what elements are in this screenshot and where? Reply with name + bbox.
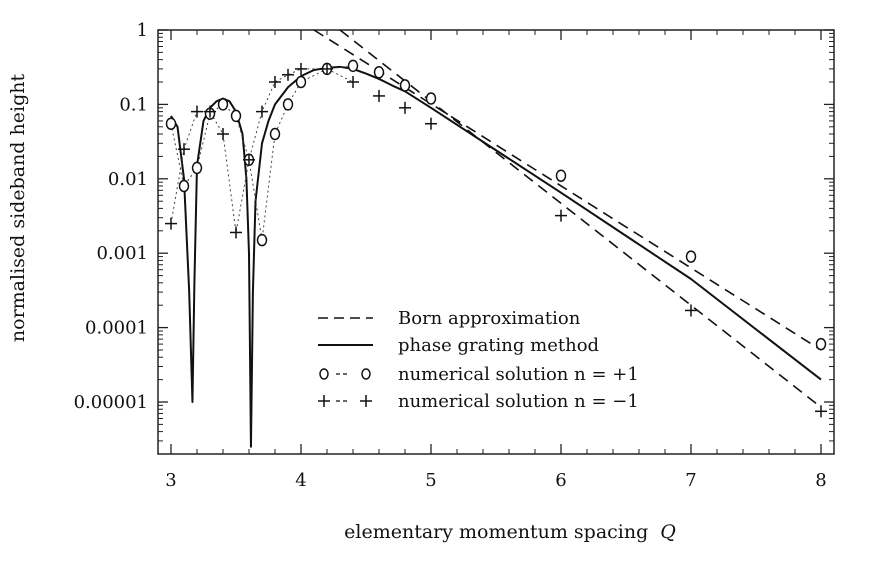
phase-grating-curve — [170, 65, 822, 448]
x-axis-label-text: elementary momentum spacing — [344, 521, 648, 543]
numerical-plus-point — [685, 250, 697, 263]
numerical-minus-point — [256, 105, 268, 118]
x-tick-label: 5 — [425, 470, 436, 491]
numerical-plus-point — [230, 109, 242, 123]
x-axis-symbol: Q — [660, 521, 676, 543]
numerical-minus-point — [217, 128, 229, 141]
numerical-plus-point — [165, 117, 177, 130]
numerical-minus-point — [815, 405, 827, 418]
legend-entry-phase: phase grating method — [318, 335, 599, 356]
numerical-plus-point — [191, 161, 203, 175]
legend-circle-marker-right — [361, 368, 371, 380]
numerical-plus-point — [217, 98, 229, 111]
numerical-minus-point — [373, 89, 385, 102]
x-tick-label: 3 — [165, 470, 176, 491]
x-axis-label: elementary momentum spacing Q — [344, 521, 676, 543]
y-tick-label: 0.01 — [108, 169, 148, 190]
numerical-minus-point — [399, 101, 411, 114]
x-tick-label: 7 — [685, 470, 696, 491]
legend-born-label: Born approximation — [398, 308, 581, 329]
legend-numerical-plus-label: numerical solution n = +1 — [398, 364, 639, 385]
numerical-minus-point — [165, 217, 177, 230]
numerical-plus-point — [373, 66, 385, 79]
y-axis-ticks: 1 0.1 0.01 0.001 0.0001 0.00001 — [74, 20, 834, 455]
legend-circle-marker-left — [319, 368, 329, 380]
x-axis-ticks: 3 4 5 6 7 8 — [165, 30, 827, 491]
numerical-plus-point — [347, 59, 359, 73]
y-tick-label: 0.1 — [119, 94, 148, 115]
numerical-minus-point — [282, 68, 294, 81]
numerical-minus-point — [425, 117, 437, 130]
numerical-plus-point — [269, 127, 281, 141]
x-tick-label: 6 — [555, 470, 566, 491]
numerical-plus-point — [178, 179, 190, 193]
y-axis-label: normalised sideband height — [7, 74, 29, 343]
legend-plus-marker-right — [360, 395, 372, 407]
born-approximation-line-1 — [313, 29, 822, 351]
numerical-plus-point — [815, 337, 827, 351]
numerical-plus-point — [425, 92, 437, 105]
numerical-minus-point — [230, 226, 242, 239]
y-tick-label: 0.00001 — [74, 392, 148, 413]
numerical-minus-point — [685, 304, 697, 317]
x-tick-label: 8 — [815, 470, 826, 491]
numerical-plus-point — [399, 79, 411, 92]
legend-entry-numerical-plus: numerical solution n = +1 — [319, 364, 639, 385]
plot-area-frame — [157, 29, 835, 455]
legend-entry-numerical-minus: numerical solution n = −1 — [318, 391, 639, 412]
numerical-minus-point — [269, 76, 281, 89]
numerical-minus-point — [321, 62, 333, 75]
legend-entry-born: Born approximation — [318, 308, 581, 329]
legend-numerical-minus-label: numerical solution n = −1 — [398, 391, 639, 412]
y-tick-label: 1 — [137, 20, 148, 41]
numerical-minus-point — [347, 76, 359, 89]
numerical-plus-point — [555, 169, 567, 182]
born-approximation-line-2 — [339, 29, 822, 408]
y-tick-label: 0.0001 — [85, 318, 148, 339]
numerical-plus-point — [256, 233, 268, 247]
numerical-minus-point — [295, 62, 307, 75]
numerical-minus-point — [243, 153, 255, 166]
numerical-plus-point — [282, 98, 294, 111]
numerical-minus-point — [178, 143, 190, 156]
numerical-minus-point — [204, 105, 216, 118]
numerical-minus-point — [555, 209, 567, 222]
numerical-minus-point — [191, 105, 203, 118]
y-tick-label: 0.001 — [96, 243, 148, 264]
numerical-plus-point — [295, 75, 307, 89]
legend: Born approximation phase grating method … — [318, 308, 639, 412]
legend-phase-label: phase grating method — [398, 335, 599, 356]
legend-plus-marker-left — [318, 395, 330, 407]
plot-content — [165, 29, 827, 448]
x-tick-label: 4 — [295, 470, 306, 491]
